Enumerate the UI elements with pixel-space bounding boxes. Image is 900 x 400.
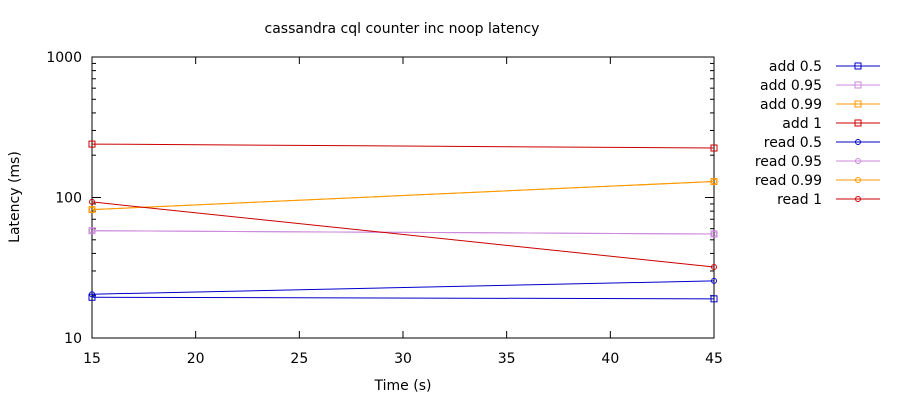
- plot-area-border: [91, 56, 715, 339]
- series-line: [91, 230, 715, 235]
- legend-label: add 0.99: [760, 97, 822, 113]
- legend-marker: [855, 196, 861, 202]
- x-tick-label: 35: [498, 351, 516, 367]
- y-tick-label: 10: [64, 331, 82, 347]
- data-point: [710, 295, 718, 303]
- series-line: [91, 296, 715, 300]
- x-tick-label: 25: [290, 351, 308, 367]
- series-line: [91, 201, 715, 268]
- data-point: [88, 293, 96, 301]
- series-add-05: [88, 293, 718, 303]
- data-point: [89, 227, 95, 234]
- x-tick-label: 45: [705, 351, 723, 367]
- x-tick-label: 20: [187, 351, 205, 367]
- legend-item: add 0.99: [760, 97, 880, 113]
- data-point: [711, 230, 717, 237]
- legend-marker: [855, 139, 861, 145]
- legend-marker: [855, 158, 861, 164]
- legend-marker: [854, 81, 862, 89]
- series-line: [91, 280, 715, 295]
- legend-marker: [854, 119, 862, 127]
- legend: add 0.5 add 0.95 add 0.99 add 1 read 0.5 read…: [755, 59, 880, 208]
- legend-item: read 0.5: [764, 135, 880, 151]
- legend-item: add 1: [782, 116, 880, 132]
- y-axis-label: Latency (ms): [7, 151, 23, 243]
- legend-label: add 1: [782, 116, 822, 132]
- legend-label: add 0.95: [760, 78, 822, 94]
- legend-item: add 0.95: [760, 78, 880, 94]
- data-point: [711, 264, 717, 271]
- data-point: [89, 291, 95, 298]
- x-axis: 15 20 25 30 35 40 45: [83, 57, 723, 367]
- data-point: [88, 140, 96, 148]
- series-layer: [88, 140, 718, 303]
- data-point: [89, 198, 95, 205]
- legend-marker: [855, 177, 861, 183]
- legend-label: read 0.95: [755, 154, 822, 170]
- y-tick-label: 100: [55, 191, 82, 207]
- x-axis-label: Time (s): [374, 378, 432, 394]
- series-line: [91, 143, 715, 149]
- y-axis: 10 100 1000: [46, 50, 714, 347]
- legend-label: add 0.5: [769, 59, 822, 75]
- data-point: [710, 144, 718, 152]
- x-tick-label: 15: [83, 351, 101, 367]
- x-tick-label: 30: [394, 351, 412, 367]
- data-point: [711, 277, 717, 284]
- series-read-095: [89, 227, 717, 237]
- series-line: [91, 180, 715, 211]
- x-tick-label: 40: [601, 351, 619, 367]
- legend-marker: [854, 100, 862, 108]
- y-tick-label: 1000: [46, 50, 82, 66]
- series-read-099: [89, 178, 717, 213]
- legend-label: read 0.5: [764, 135, 822, 151]
- legend-item: read 0.99: [755, 173, 880, 189]
- series-add-1: [88, 140, 718, 152]
- chart-title: cassandra cql counter inc noop latency: [265, 21, 540, 37]
- legend-label: read 0.99: [755, 173, 822, 189]
- legend-marker: [854, 62, 862, 70]
- legend-item: add 0.5: [769, 59, 880, 75]
- data-point: [89, 206, 95, 213]
- series-read-1: [89, 198, 717, 271]
- legend-item: read 1: [777, 192, 880, 208]
- legend-label: read 1: [777, 192, 822, 208]
- legend-item: read 0.95: [755, 154, 880, 170]
- data-point: [711, 178, 717, 185]
- series-read-05: [89, 277, 717, 298]
